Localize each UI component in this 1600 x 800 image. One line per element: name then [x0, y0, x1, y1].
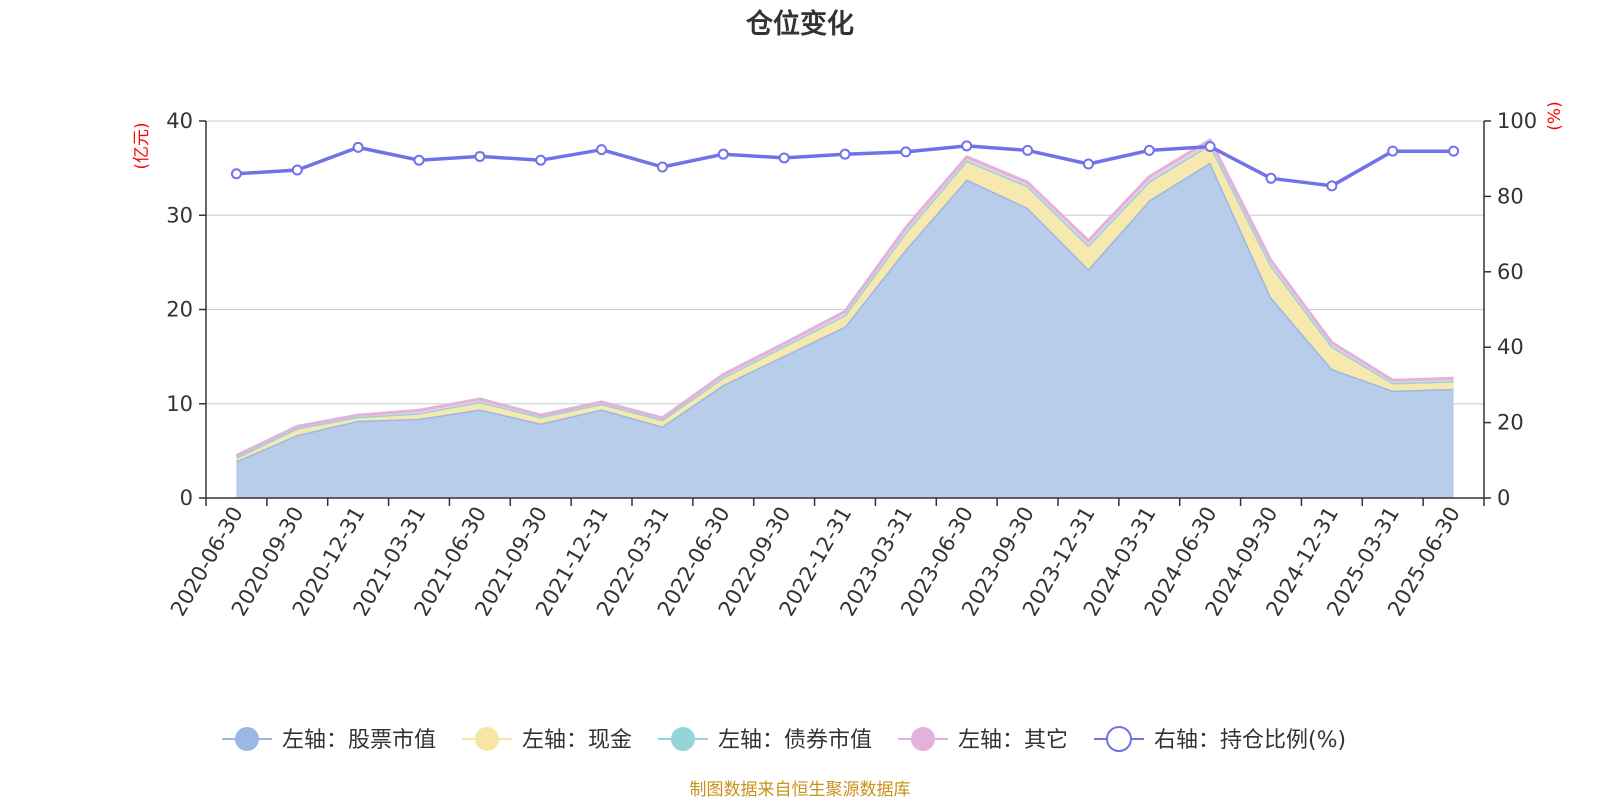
- ratio-point: [1265, 172, 1277, 184]
- area-series: [236, 162, 1454, 498]
- chart-title: 仓位变化: [745, 8, 854, 40]
- ratio-point: [1204, 141, 1216, 153]
- legend-marker-icon: [1106, 726, 1132, 752]
- legend-label: 左轴：股票市值: [282, 728, 436, 753]
- right-axis-tick-label: 100: [1497, 109, 1537, 133]
- legend-item[interactable]: 左轴：其它: [898, 727, 1068, 753]
- left-axis-unit: (亿元): [132, 122, 152, 169]
- ratio-point: [1326, 180, 1338, 192]
- ratio-point: [474, 150, 486, 162]
- legend-marker-icon: [475, 727, 499, 751]
- right-axis-unit: (%): [1545, 101, 1565, 130]
- right-axis-tick-label: 20: [1497, 411, 1524, 435]
- ratio-point: [1387, 145, 1399, 157]
- stacked-areas: [235, 138, 1454, 498]
- ratio-point: [291, 164, 303, 176]
- right-axis-tick-label: 60: [1497, 260, 1524, 284]
- legend-marker-icon: [235, 727, 259, 751]
- legend-label: 右轴：持仓比例(%): [1154, 728, 1346, 753]
- ratio-point: [535, 154, 547, 166]
- ratio-point: [839, 148, 851, 160]
- ratio-point: [352, 141, 364, 153]
- legend: 左轴：股票市值 左轴：现金 左轴：债券市值 左轴：其它 右轴：持仓比例(%): [222, 726, 1346, 753]
- legend-marker-icon: [671, 727, 695, 751]
- left-axis-tick-label: 10: [166, 392, 193, 416]
- legend-item[interactable]: 左轴：债券市值: [658, 727, 872, 753]
- ratio-point: [656, 161, 668, 173]
- ratio-point: [1448, 145, 1460, 157]
- legend-label: 左轴：债券市值: [718, 728, 872, 753]
- ratio-point: [230, 168, 242, 180]
- ratio-point: [1143, 144, 1155, 156]
- legend-label: 左轴：现金: [522, 728, 632, 753]
- ratio-line: [230, 140, 1460, 192]
- area-series-line: [235, 138, 1454, 457]
- ratio-point: [413, 154, 425, 166]
- right-axis-tick-label: 80: [1497, 184, 1524, 208]
- right-axis-tick-label: 40: [1497, 335, 1524, 359]
- ratio-point: [1082, 158, 1094, 170]
- right-axis-tick-label: 0: [1497, 486, 1510, 510]
- ratio-point: [596, 144, 608, 156]
- legend-item[interactable]: 左轴：股票市值: [222, 727, 436, 753]
- legend-item[interactable]: 右轴：持仓比例(%): [1094, 726, 1346, 753]
- left-axis-tick-label: 0: [180, 486, 193, 510]
- legend-label: 左轴：其它: [958, 728, 1068, 753]
- left-axis-tick-label: 40: [166, 109, 193, 133]
- legend-item[interactable]: 左轴：现金: [462, 727, 632, 753]
- ratio-point: [1022, 144, 1034, 156]
- ratio-point: [900, 146, 912, 158]
- legend-marker-icon: [911, 727, 935, 751]
- left-axis-tick-label: 30: [166, 203, 193, 227]
- data-source-note: 制图数据来自恒生聚源数据库: [690, 780, 911, 800]
- ratio-point: [961, 140, 973, 152]
- left-axis-tick-label: 20: [166, 298, 193, 322]
- ratio-point: [778, 152, 790, 164]
- ratio-point: [717, 148, 729, 160]
